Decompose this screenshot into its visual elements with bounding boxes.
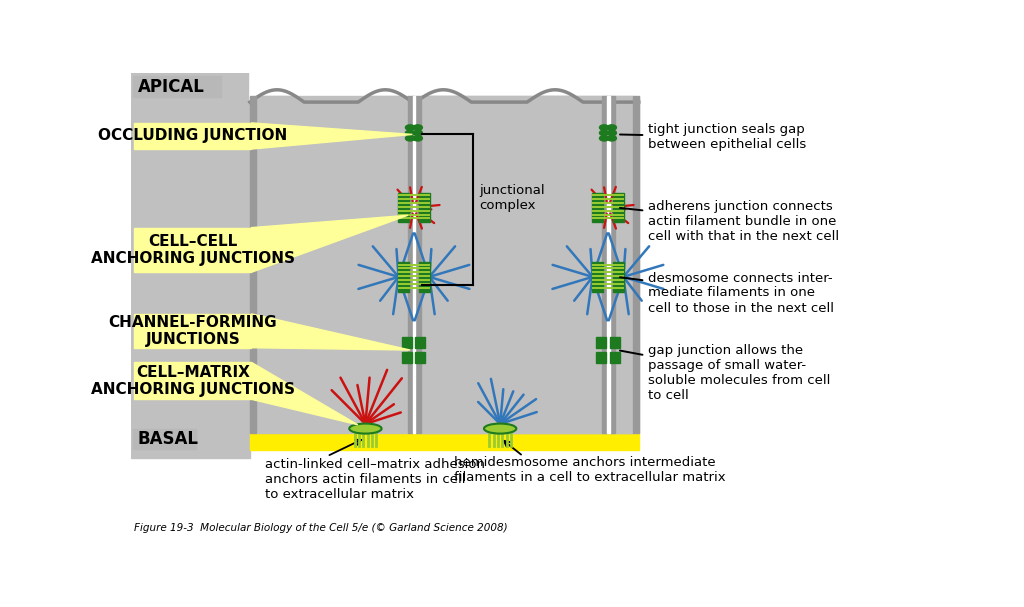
Bar: [613, 193, 625, 222]
Ellipse shape: [599, 135, 608, 141]
Text: CHANNEL-FORMING
JUNCTIONS: CHANNEL-FORMING JUNCTIONS: [109, 314, 278, 347]
Bar: [592, 193, 602, 222]
Text: hemidesmosome anchors intermediate
filaments in a cell to extracellular matrix: hemidesmosome anchors intermediate filam…: [454, 455, 726, 484]
Bar: [402, 352, 413, 363]
Ellipse shape: [349, 424, 382, 433]
Ellipse shape: [413, 131, 422, 135]
Bar: [402, 337, 413, 348]
Ellipse shape: [406, 125, 415, 131]
Bar: [596, 352, 606, 363]
Bar: [421, 96, 633, 433]
Text: gap junction allows the
passage of small water-
soluble molecules from cell
to c: gap junction allows the passage of small…: [620, 344, 830, 402]
Ellipse shape: [406, 135, 415, 141]
Text: CELL–CELL
ANCHORING JUNCTIONS: CELL–CELL ANCHORING JUNCTIONS: [91, 234, 295, 266]
Bar: [607, 96, 609, 433]
Polygon shape: [252, 362, 357, 425]
Bar: [415, 96, 421, 433]
Bar: [596, 337, 606, 348]
Polygon shape: [252, 215, 408, 273]
Bar: [134, 228, 252, 273]
Bar: [416, 337, 425, 348]
Ellipse shape: [599, 131, 608, 135]
Ellipse shape: [413, 135, 422, 141]
Bar: [419, 193, 430, 222]
Bar: [609, 337, 620, 348]
Text: actin-linked cell–matrix adhesion
anchors actin filaments in cell
to extracellul: actin-linked cell–matrix adhesion anchor…: [265, 458, 485, 501]
Bar: [413, 96, 416, 433]
Polygon shape: [250, 73, 413, 102]
Bar: [131, 73, 250, 458]
Bar: [609, 352, 620, 363]
Bar: [613, 262, 625, 291]
Bar: [421, 96, 602, 433]
Bar: [408, 96, 414, 433]
Ellipse shape: [607, 131, 616, 135]
Ellipse shape: [599, 125, 608, 131]
Bar: [592, 262, 602, 291]
Text: adherens junction connects
actin filament bundle in one
cell with that in the ne: adherens junction connects actin filamen…: [620, 200, 839, 243]
Text: junctional
complex: junctional complex: [479, 183, 545, 212]
Bar: [419, 262, 430, 291]
Bar: [416, 352, 425, 363]
Text: CELL–MATRIX
ANCHORING JUNCTIONS: CELL–MATRIX ANCHORING JUNCTIONS: [91, 365, 295, 397]
Bar: [250, 96, 256, 433]
Polygon shape: [416, 73, 639, 102]
Bar: [602, 96, 608, 433]
Text: tight junction seals gap
between epithelial cells: tight junction seals gap between epithel…: [620, 123, 806, 151]
Polygon shape: [252, 314, 410, 350]
Bar: [133, 76, 221, 98]
Bar: [397, 193, 409, 222]
Ellipse shape: [413, 125, 422, 131]
Text: APICAL: APICAL: [137, 78, 205, 96]
Bar: [397, 262, 409, 291]
Bar: [134, 123, 252, 149]
Text: desmosome connects inter-
mediate filaments in one
cell to those in the next cel: desmosome connects inter- mediate filame…: [620, 271, 834, 314]
Bar: [134, 314, 252, 348]
Bar: [250, 433, 639, 450]
Bar: [134, 362, 252, 399]
Bar: [633, 96, 639, 433]
Text: OCCLUDING JUNCTION: OCCLUDING JUNCTION: [98, 129, 288, 143]
Bar: [133, 429, 196, 449]
Ellipse shape: [607, 135, 616, 141]
Text: Figure 19-3  Molecular Biology of the Cell 5/e (© Garland Science 2008): Figure 19-3 Molecular Biology of the Cel…: [134, 523, 508, 534]
Ellipse shape: [406, 131, 415, 135]
Bar: [256, 96, 408, 433]
Bar: [608, 96, 614, 433]
Ellipse shape: [484, 424, 516, 433]
Text: BASAL: BASAL: [137, 430, 199, 447]
Ellipse shape: [607, 125, 616, 131]
Bar: [614, 96, 633, 433]
Bar: [250, 96, 639, 433]
Polygon shape: [252, 123, 413, 149]
